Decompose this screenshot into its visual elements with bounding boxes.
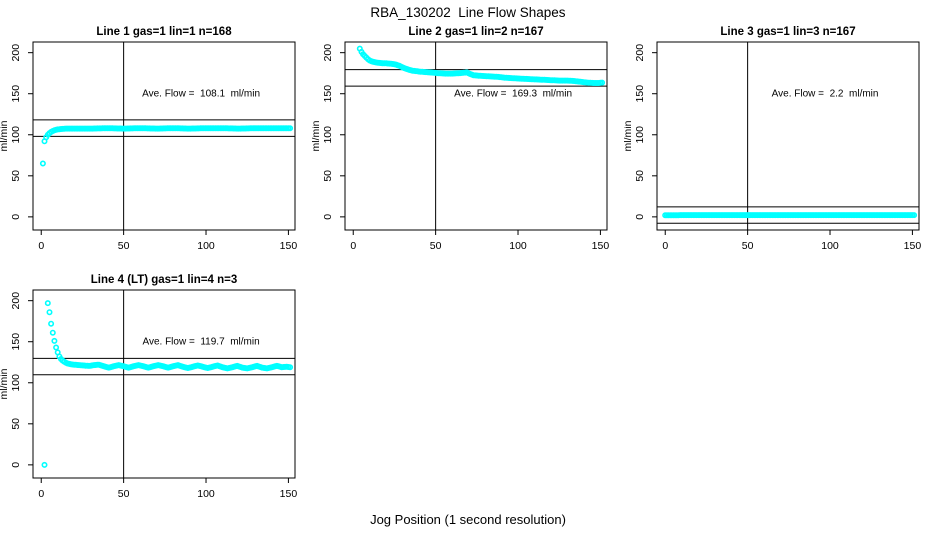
x-axis-label: Jog Position (1 second resolution)	[370, 512, 566, 527]
x-tick-label: 150	[280, 240, 298, 252]
panel-line-3: Line 3 gas=1 lin=3 n=167 0 50 100 150 200 ml/m…	[624, 26, 921, 252]
reference-lines	[657, 42, 919, 230]
panel-title: Line 2 gas=1 lin=2 n=167	[408, 26, 543, 38]
y-tick-label: 200	[634, 44, 646, 62]
x-tick-label: 0	[662, 240, 668, 252]
data-point	[51, 337, 58, 344]
y-tick-label: 50	[634, 170, 646, 182]
y-tick-label: 0	[634, 214, 646, 220]
x-tick-label: 50	[430, 240, 442, 252]
data-point	[44, 300, 51, 307]
x-tick-label: 0	[38, 240, 44, 252]
x-tick-label: 0	[350, 240, 356, 252]
y-tick-label: 100	[634, 126, 646, 144]
y-tick-label: 0	[322, 214, 334, 220]
data-point	[287, 364, 294, 371]
data-point	[599, 79, 606, 86]
y-tick-label: 50	[10, 418, 22, 430]
y-tick-label: 200	[10, 44, 22, 62]
x-axis: 0 50 100 150	[38, 478, 297, 500]
data-point	[41, 461, 48, 468]
y-tick-label: 0	[10, 214, 22, 220]
y-tick-label: 200	[322, 44, 334, 62]
x-tick-label: 50	[742, 240, 754, 252]
data-series	[41, 300, 294, 468]
panel-line-1: Line 1 gas=1 lin=1 n=168 0 50 100 150 200 ml/m…	[0, 26, 297, 252]
y-tick-label: 100	[322, 126, 334, 144]
y-axis: 0 50 100 150 200 ml/min	[624, 44, 657, 220]
y-axis-title: ml/min	[0, 120, 10, 151]
x-axis: 0 50 100 150	[38, 230, 297, 252]
panel-title: Line 1 gas=1 lin=1 n=168	[96, 26, 232, 38]
main-title: RBA_130202 Line Flow Shapes	[370, 5, 566, 20]
average-flow-label: Ave. Flow = 169.3 ml/min	[454, 89, 572, 100]
y-tick-label: 150	[322, 85, 334, 103]
y-tick-label: 100	[10, 126, 22, 144]
data-point	[53, 344, 60, 351]
y-axis-title: ml/min	[624, 120, 634, 151]
x-tick-label: 150	[904, 240, 922, 252]
y-tick-label: 50	[10, 170, 22, 182]
x-tick-label: 100	[509, 240, 527, 252]
data-series	[39, 125, 294, 167]
panel-title: Line 3 gas=1 lin=3 n=167	[720, 26, 855, 38]
plot-box	[32, 289, 296, 479]
data-point	[39, 160, 46, 167]
x-tick-label: 150	[280, 488, 298, 500]
y-axis-title: ml/min	[312, 120, 322, 151]
average-flow-label: Ave. Flow = 2.2 ml/min	[772, 89, 879, 100]
data-point	[48, 320, 55, 327]
plot-box	[656, 41, 920, 231]
data-point	[49, 329, 56, 336]
y-tick-label: 50	[322, 170, 334, 182]
y-axis: 0 50 100 150 200 ml/min	[0, 292, 33, 468]
x-tick-label: 100	[197, 240, 215, 252]
y-tick-label: 150	[634, 85, 646, 103]
x-tick-label: 100	[821, 240, 839, 252]
x-tick-label: 50	[118, 488, 130, 500]
data-point	[287, 125, 294, 132]
y-axis-title: ml/min	[0, 368, 10, 399]
average-flow-label: Ave. Flow = 119.7 ml/min	[142, 337, 259, 348]
reference-lines	[345, 42, 607, 230]
x-tick-label: 150	[592, 240, 610, 252]
data-point	[911, 212, 918, 219]
data-series	[356, 45, 606, 86]
x-tick-label: 50	[118, 240, 130, 252]
x-axis: 0 50 100 150	[662, 230, 921, 252]
y-axis: 0 50 100 150 200 ml/min	[0, 44, 33, 220]
x-tick-label: 0	[38, 488, 44, 500]
panel-line-2: Line 2 gas=1 lin=2 n=167 0 50 100 150 200 ml/m…	[312, 26, 609, 252]
reference-lines	[33, 42, 295, 230]
average-flow-label: Ave. Flow = 108.1 ml/min	[142, 89, 260, 100]
y-tick-label: 200	[10, 292, 22, 310]
data-point	[46, 309, 53, 316]
reference-lines	[33, 290, 295, 478]
plot-box	[344, 41, 608, 231]
panel-title: Line 4 (LT) gas=1 lin=4 n=3	[91, 274, 237, 286]
panel-line-4: Line 4 (LT) gas=1 lin=4 n=3 0 50 100 150 200 m…	[0, 274, 297, 500]
y-tick-label: 150	[10, 333, 22, 351]
y-tick-label: 100	[10, 374, 22, 392]
x-tick-label: 100	[197, 488, 215, 500]
y-tick-label: 150	[10, 85, 22, 103]
x-axis: 0 50 100 150	[350, 230, 609, 252]
data-series	[662, 212, 918, 219]
y-axis: 0 50 100 150 200 ml/min	[312, 44, 345, 220]
y-tick-label: 0	[10, 462, 22, 468]
